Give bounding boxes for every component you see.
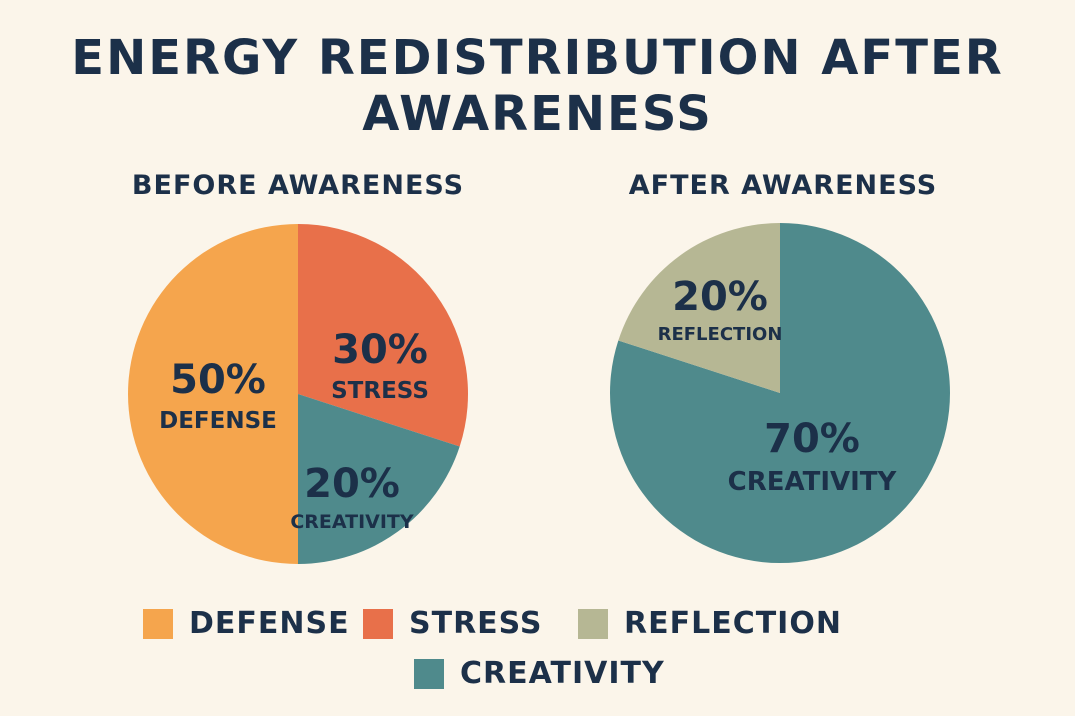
pie-before-defense-label: DEFENSE bbox=[159, 408, 277, 434]
title-line-1: ENERGY REDISTRIBUTION AFTER bbox=[71, 30, 1004, 86]
pie-before-creativity-percent: 20% bbox=[304, 461, 400, 507]
pie-before-defense-percent: 50% bbox=[170, 357, 266, 403]
pie-before-stress-percent: 30% bbox=[332, 327, 428, 373]
title-line-2: AWARENESS bbox=[362, 86, 713, 142]
legend-item-creativity: CREATIVITY bbox=[414, 656, 665, 691]
legend-label-stress: STRESS bbox=[409, 606, 543, 641]
pie-before-stress-label: STRESS bbox=[331, 378, 429, 404]
legend-swatch-defense bbox=[143, 608, 173, 639]
legend-swatch-stress bbox=[363, 608, 393, 639]
pie-after-creativity-percent: 70% bbox=[764, 416, 860, 462]
pie-after-slice-reflection bbox=[618, 223, 780, 393]
legend-swatch-reflection bbox=[578, 608, 608, 639]
chart-title: ENERGY REDISTRIBUTION AFTER AWARENESS bbox=[0, 30, 1075, 142]
legend-label-creativity: CREATIVITY bbox=[460, 656, 665, 691]
after-awareness-title: AFTER AWARENESS bbox=[628, 170, 938, 201]
pie-before-creativity-label: CREATIVITY bbox=[290, 511, 414, 533]
legend-label-defense: DEFENSE bbox=[189, 606, 350, 641]
pie-after-reflection-label: REFLECTION bbox=[658, 324, 783, 345]
pie-before-slice-stress bbox=[298, 224, 468, 447]
legend-swatch-creativity bbox=[414, 658, 444, 689]
legend-item-reflection: REFLECTION bbox=[578, 606, 842, 641]
legend-item-stress: STRESS bbox=[363, 606, 543, 641]
pie-before-slice-defense bbox=[128, 224, 298, 564]
pie-before-slice-creativity bbox=[298, 394, 460, 564]
pie-after-creativity-label: CREATIVITY bbox=[728, 467, 898, 497]
pie-after-reflection-percent: 20% bbox=[672, 274, 768, 320]
legend-item-defense: DEFENSE bbox=[143, 606, 350, 641]
legend-label-reflection: REFLECTION bbox=[624, 606, 842, 641]
before-awareness-title: BEFORE AWARENESS bbox=[131, 170, 465, 201]
